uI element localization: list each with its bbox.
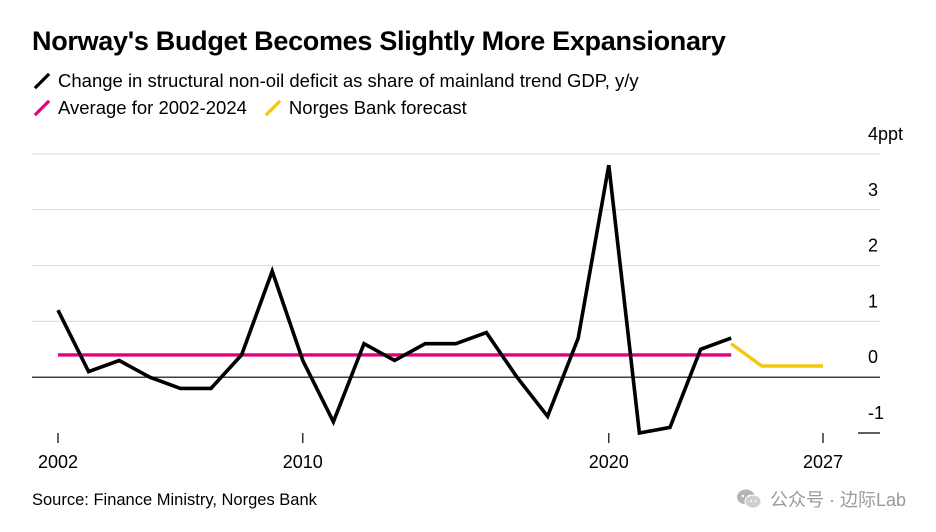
legend-swatch-deficit-line: [33, 72, 51, 90]
legend-label-forecast: Norges Bank forecast: [288, 97, 467, 118]
y-tick-label: 0: [868, 347, 878, 367]
legend-item-deficit: Change in structural non-oil deficit as …: [32, 70, 639, 92]
watermark: 公众号 · 边际Lab: [736, 486, 906, 512]
y-tick-label: 4ppt: [868, 124, 903, 144]
chart-title: Norway's Budget Becomes Slightly More Ex…: [32, 26, 726, 56]
series-line-forecast: [730, 342, 823, 368]
legend-item-average: Average for 2002-2024: [32, 97, 247, 119]
x-tick-label: 2020: [589, 452, 629, 472]
x-tick-label: 2027: [803, 452, 843, 472]
legend-row-2: Average for 2002-2024 Norges Bank foreca…: [32, 97, 483, 119]
legend-swatch-average: [33, 99, 51, 117]
legend-label-deficit: Change in structural non-oil deficit as …: [58, 70, 639, 91]
source-note: Source: Finance Ministry, Norges Bank: [32, 491, 317, 509]
legend-swatch-forecast-line: [264, 99, 282, 117]
x-tick-label: 2010: [283, 452, 323, 472]
legend-label-average: Average for 2002-2024: [58, 97, 247, 118]
legend-swatch-average-line: [33, 99, 51, 117]
legend-swatch-forecast: [264, 99, 282, 117]
wechat-icon: [736, 489, 762, 509]
watermark-text: 公众号 · 边际Lab: [769, 490, 906, 510]
y-tick-label: 1: [868, 291, 878, 311]
y-tick-label: 3: [868, 180, 878, 200]
legend-swatch-deficit: [33, 72, 51, 90]
x-tick-label: 2002: [38, 452, 78, 472]
legend-row-1: Change in structural non-oil deficit as …: [32, 70, 655, 92]
series-line-deficit: [56, 164, 732, 436]
y-tick-label: 2: [868, 236, 878, 256]
legend-item-forecast: Norges Bank forecast: [263, 97, 467, 119]
y-tick-label: -1: [868, 403, 884, 423]
